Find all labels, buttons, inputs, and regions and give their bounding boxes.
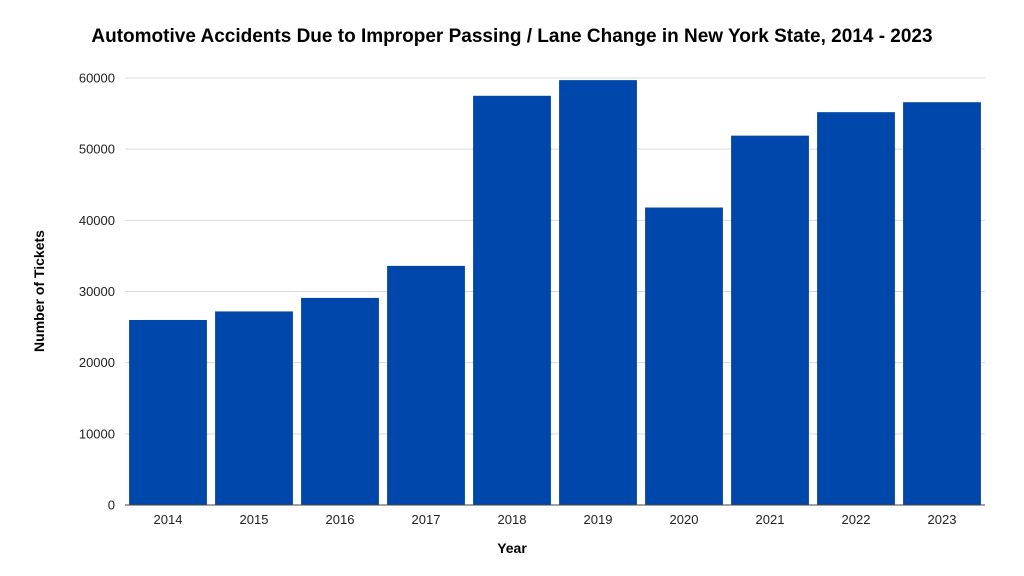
bar-2019: [559, 80, 637, 505]
x-tick-label: 2022: [842, 512, 871, 527]
bar-2023: [903, 102, 981, 506]
x-tick-label: 2020: [670, 512, 699, 527]
y-tick-label: 30000: [79, 284, 115, 299]
y-tick-label: 10000: [79, 426, 115, 441]
y-tick-label: 20000: [79, 355, 115, 370]
x-tick-label: 2015: [240, 512, 269, 527]
y-tick-label: 0: [108, 498, 115, 513]
x-tick-label: 2021: [756, 512, 785, 527]
x-tick-label: 2017: [412, 512, 441, 527]
bar-2014: [129, 319, 207, 505]
y-tick-label: 40000: [79, 213, 115, 228]
x-tick-label: 2023: [928, 512, 957, 527]
bar-2022: [817, 112, 895, 505]
bar-2016: [301, 297, 379, 505]
x-tick-label: 2019: [584, 512, 613, 527]
x-tick-label: 2014: [154, 512, 183, 527]
x-axis-ticks: 2014 2015 2016 2017 2018 2019 2020 2021 2022 2023: [154, 512, 957, 527]
x-tick-label: 2016: [326, 512, 355, 527]
x-tick-label: 2018: [498, 512, 527, 527]
bar-2020: [645, 207, 723, 506]
y-axis-title: Number of Tickets: [31, 230, 47, 352]
chart-title: Automotive Accidents Due to Improper Pas…: [91, 26, 932, 47]
bar-2017: [387, 265, 465, 505]
y-axis-ticks: 0 10000 20000 30000 40000 50000 60000: [79, 71, 115, 513]
y-tick-label: 60000: [79, 71, 115, 86]
bars: [129, 80, 981, 506]
y-tick-label: 50000: [79, 142, 115, 157]
x-axis-title: Year: [497, 540, 527, 556]
bar-2015: [215, 311, 293, 505]
bar-2018: [473, 95, 551, 506]
bar-2021: [731, 135, 809, 505]
